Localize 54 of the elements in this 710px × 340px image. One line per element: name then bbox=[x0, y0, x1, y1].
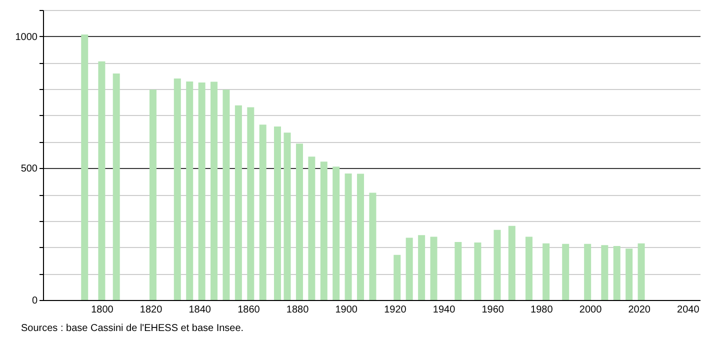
bar bbox=[259, 124, 266, 300]
bar bbox=[638, 243, 645, 300]
y-tick-label: 1000 bbox=[15, 32, 38, 43]
bar bbox=[584, 244, 592, 300]
x-tick-label: 2000 bbox=[579, 304, 602, 316]
bar bbox=[394, 254, 401, 300]
bar bbox=[430, 236, 438, 300]
x-tick-label: 1820 bbox=[140, 304, 163, 316]
bar bbox=[613, 246, 620, 300]
bar bbox=[454, 242, 462, 300]
x-tick-label: 2020 bbox=[628, 304, 651, 316]
bar bbox=[494, 230, 501, 300]
x-tick-label: 1800 bbox=[91, 304, 114, 316]
bar bbox=[601, 245, 608, 300]
bar bbox=[406, 238, 413, 300]
bar bbox=[308, 156, 316, 300]
bar bbox=[81, 34, 88, 300]
bar bbox=[626, 248, 633, 300]
bar bbox=[320, 162, 328, 300]
bar bbox=[284, 132, 291, 300]
bar bbox=[247, 107, 254, 300]
x-tick-label: 1960 bbox=[482, 304, 504, 316]
source-note: Sources : base Cassini de l'EHESS et base Insee. bbox=[21, 323, 244, 334]
bar bbox=[174, 78, 181, 300]
x-tick-label: 1920 bbox=[384, 304, 407, 316]
y-tick-label: 0 bbox=[32, 296, 38, 306]
x-tick-label: 2040 bbox=[677, 304, 700, 316]
bar bbox=[508, 226, 516, 300]
bar bbox=[562, 244, 570, 300]
x-tick-label: 1880 bbox=[286, 304, 310, 316]
bar bbox=[222, 90, 230, 300]
bar bbox=[274, 126, 281, 300]
bar bbox=[98, 61, 106, 300]
bar bbox=[186, 81, 194, 300]
x-tick-label: 1900 bbox=[335, 304, 358, 316]
x-tick-label: 1840 bbox=[188, 304, 212, 316]
bar bbox=[357, 174, 364, 300]
x-tick-label: 1980 bbox=[530, 304, 554, 316]
bar bbox=[198, 82, 206, 300]
bar bbox=[344, 173, 352, 300]
bar bbox=[418, 235, 426, 300]
bar bbox=[542, 243, 550, 300]
bar bbox=[332, 166, 340, 300]
x-tick-label: 1860 bbox=[238, 304, 260, 316]
y-tick-label: 500 bbox=[20, 164, 38, 175]
bar bbox=[369, 192, 376, 300]
bar bbox=[234, 105, 242, 300]
bar bbox=[296, 144, 303, 300]
bar bbox=[525, 236, 532, 300]
bar bbox=[474, 242, 482, 300]
bar bbox=[210, 82, 218, 300]
bar bbox=[149, 90, 156, 300]
bar bbox=[112, 74, 120, 300]
x-tick-label: 1940 bbox=[432, 304, 456, 316]
